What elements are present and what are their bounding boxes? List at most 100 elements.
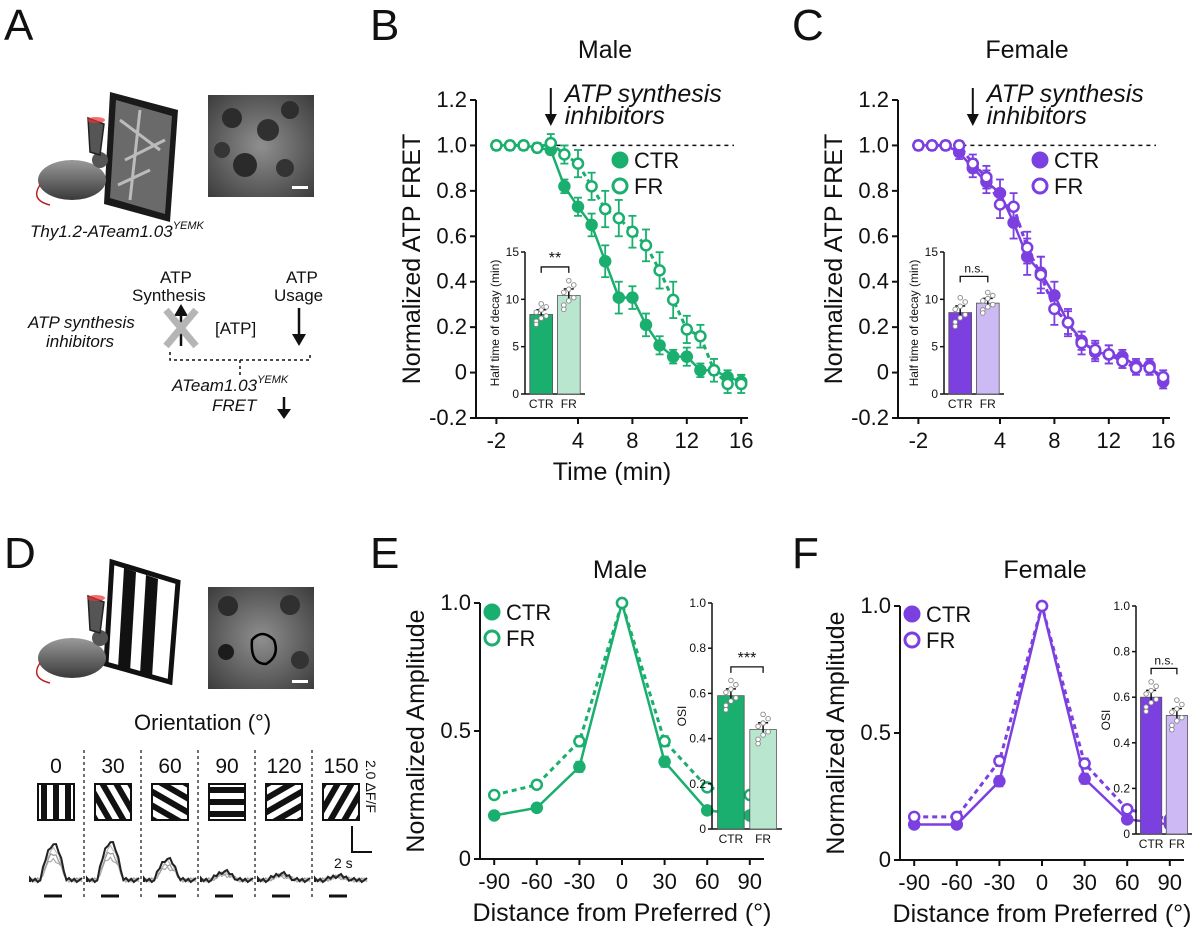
grating-bar [77, 762, 83, 842]
inset-individual-point [765, 715, 771, 722]
grating-frame [94, 783, 132, 821]
inset-individual-point [765, 728, 771, 735]
x-tick-label: -60 [521, 869, 553, 894]
legend-marker-fr [1031, 177, 1049, 195]
inset-individual-point [1174, 718, 1180, 724]
legend-marker-ctr [611, 151, 629, 169]
y-tick-label: 0 [455, 360, 467, 385]
inset-bar-fr [749, 729, 777, 830]
data-point-ctr [573, 760, 586, 774]
inset-individual-point [1148, 679, 1154, 685]
inset-y-tick-label: 0.8 [689, 641, 706, 655]
inset-y-label: OSI [1099, 710, 1113, 731]
data-point-fr [612, 211, 626, 225]
inset-individual-point [1143, 704, 1149, 710]
inset-individual-point [952, 323, 958, 330]
annotation-line-1: ATP synthesis [563, 80, 722, 108]
data-point-fr [1007, 200, 1020, 214]
data-point-ctr [585, 218, 598, 232]
grating-bar [5, 762, 11, 842]
y-tick-label: 0.4 [436, 269, 467, 294]
y-tick-label: 0.2 [858, 314, 889, 339]
atp-synthesis-label-1: ATP [160, 268, 192, 287]
grating-rotation [152, 784, 188, 820]
data-point-fr [950, 810, 964, 824]
x-tick-label: 8 [1048, 428, 1060, 453]
x-tick-label: 8 [626, 428, 638, 453]
grating-stripes [95, 784, 131, 820]
inset-bar-ctr [1140, 696, 1163, 835]
inset-y-tick-label: 1.0 [1113, 599, 1130, 613]
calcium-trace [86, 844, 140, 883]
x-tick-label: 16 [729, 428, 753, 453]
inset-individual-point [538, 307, 544, 313]
y-tick-label: 1.2 [436, 87, 467, 112]
significance-bracket [1150, 667, 1178, 675]
data-point-fr [503, 139, 517, 152]
x-tick-label: 0 [1036, 870, 1048, 895]
grating-bar [152, 789, 188, 820]
inset-individual-point [760, 711, 766, 718]
chart-title: Male [578, 36, 632, 64]
significance-bracket [540, 266, 570, 273]
data-point-fr [966, 157, 980, 170]
microscope-objective-d [87, 594, 105, 634]
inset-individual-point [1153, 696, 1159, 703]
grating-rotation [95, 784, 131, 820]
inset-individual-point [1153, 683, 1159, 690]
panel-letter-f: F [792, 529, 819, 578]
data-point-fr [1048, 302, 1061, 316]
data-point-fr [615, 596, 629, 610]
inset-individual-point [561, 306, 567, 313]
inset-bar-chart: 0 0.2 0.4 0.6 0.8 1.0 OSI CTR FR n.s. [1099, 599, 1192, 851]
legend-label-ctr: CTR [926, 602, 971, 627]
x-tick-label: 60 [695, 869, 719, 894]
y-tick-label: 0.6 [858, 223, 889, 248]
excitation-light-icon [87, 117, 105, 123]
grating-bar [41, 784, 47, 820]
inset-y-tick-label: 0.6 [689, 686, 706, 700]
inset-bar-chart: 0 5 10 15 Half time of decay (min) CTR FR ** [488, 245, 585, 411]
chart-title: Male [593, 556, 647, 584]
inset-individual-point [962, 311, 968, 318]
inset-individual-point [1169, 709, 1175, 715]
x-tick-label: 30 [1072, 870, 1096, 895]
y-axis-label: Normalized Amplitude [822, 611, 850, 854]
data-point-fr [734, 377, 748, 391]
calcium-trace [143, 856, 197, 884]
inset-y-label: Half time of decay (min) [907, 260, 921, 387]
atp-pool-label: [ATP] [215, 319, 256, 338]
inset-y-tick-label: 0.4 [1113, 736, 1130, 750]
data-point-fr [1035, 599, 1049, 613]
x-tick-label: 12 [675, 428, 699, 453]
significance-label: *** [738, 650, 757, 667]
chart-panel-f: F Female 0 0.5 1.0 -90 -60 -30 0 30 60 90 Normalized… [792, 529, 1192, 927]
orientation-label: 120 [266, 755, 301, 778]
grating-rotation [266, 784, 302, 820]
annotation-line-2: inhibitors [565, 102, 665, 130]
inset-individual-point [533, 309, 539, 315]
grating-stripes [266, 784, 302, 820]
inset-bar-ctr [529, 314, 553, 395]
inset-individual-point [980, 310, 986, 316]
inset-individual-point [1179, 714, 1185, 721]
inset-x-label: CTR [1139, 837, 1164, 851]
data-point-fr [694, 329, 707, 343]
data-point-fr [530, 778, 544, 792]
x-tick-label: 4 [572, 428, 584, 453]
significance-label: n.s. [1154, 653, 1173, 667]
inset-y-tick-label: 5 [512, 340, 519, 354]
inset-x-label: FR [1169, 837, 1185, 851]
data-point-fr [1075, 336, 1088, 350]
data-point-fr [1129, 361, 1143, 375]
mouse-with-grating-illustration [35, 558, 181, 686]
grating-row: 0 30 60 90 120 150 [5, 750, 368, 900]
x-tick-label: -60 [941, 870, 973, 895]
grating-stripes [152, 784, 188, 820]
data-point-fr [952, 139, 966, 152]
calcium-trace [86, 841, 140, 884]
calcium-trace [29, 842, 83, 884]
annotation-line-2: inhibitors [987, 102, 1087, 130]
inset-individual-point [985, 289, 991, 296]
